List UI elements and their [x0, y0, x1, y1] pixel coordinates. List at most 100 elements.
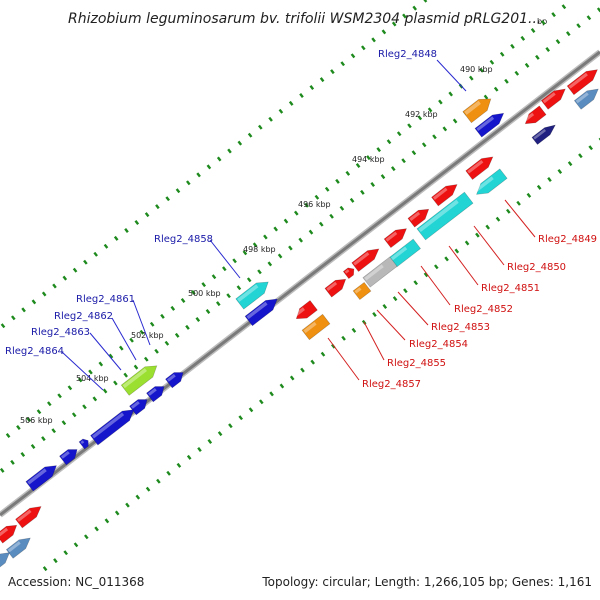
gene-label-rleg2-4855[interactable]: Rleg2_4855 [387, 358, 446, 369]
gene-label-rleg2-4849[interactable]: Rleg2_4849 [538, 234, 597, 245]
gene-label-rleg2-4857[interactable]: Rleg2_4857 [362, 379, 421, 390]
gene-feature[interactable] [540, 85, 568, 110]
gene-label-rleg2-4850[interactable]: Rleg2_4850 [507, 262, 566, 273]
gene-feature[interactable] [362, 256, 398, 288]
track-dot [442, 126, 448, 132]
track-dot [535, 54, 540, 60]
track-dot [566, 31, 571, 37]
track-dot [53, 558, 58, 564]
gene-feature[interactable] [407, 205, 432, 228]
track-dot [516, 200, 521, 206]
gene-feature[interactable] [522, 105, 547, 128]
track-dot [98, 361, 104, 367]
track-dot [164, 340, 170, 346]
track-dot [506, 208, 511, 214]
gene-feature[interactable] [301, 313, 331, 341]
gene-feature[interactable] [293, 300, 318, 324]
gene-feature[interactable] [352, 281, 372, 301]
gene-feature[interactable] [474, 109, 507, 138]
gene-feature[interactable] [78, 437, 91, 450]
gene-feature[interactable] [5, 534, 33, 559]
track-dot [578, 153, 583, 159]
gene-feature[interactable] [324, 275, 349, 298]
gene-feature[interactable] [383, 224, 410, 249]
gene-feature[interactable] [25, 461, 60, 492]
track-dot [257, 269, 262, 275]
gene-feature[interactable] [462, 93, 495, 124]
gene-label-rleg2-4861[interactable]: Rleg2_4861 [76, 294, 135, 305]
track-dot [576, 23, 581, 29]
gene-label-rleg2-4852[interactable]: Rleg2_4852 [454, 304, 513, 315]
gene-feature[interactable] [342, 265, 356, 280]
track-dots [0, 0, 600, 572]
gene-feature[interactable] [129, 395, 151, 416]
kbp-ticks: 490 kbp 492 kbp 494 kbp 496 kbp 498 kbp … [20, 65, 493, 425]
gene-feature[interactable] [465, 152, 496, 180]
gene-label-rleg2-4862[interactable]: Rleg2_4862 [54, 311, 113, 322]
gene-feature-highlight [533, 129, 546, 140]
track-dot [5, 433, 11, 438]
gene-feature[interactable] [473, 168, 508, 199]
tick-label-502: 502 kbp [131, 331, 164, 340]
track-dot [41, 436, 46, 442]
gene-feature[interactable] [431, 180, 461, 207]
gene-feature[interactable] [0, 521, 20, 544]
gene-feature[interactable] [244, 294, 281, 327]
track-dot [237, 140, 243, 146]
gene-feature[interactable] [573, 85, 600, 110]
track-dot [299, 93, 304, 98]
gene-label-rleg2-4858[interactable]: Rleg2_4858 [154, 234, 213, 245]
track-dot [125, 502, 130, 508]
track-dot [191, 290, 196, 295]
track-dot [586, 15, 592, 21]
track-dot [454, 248, 460, 254]
track-dot [319, 221, 324, 227]
gene-feature[interactable] [235, 277, 272, 310]
gene-feature[interactable] [15, 502, 45, 529]
track-dot [0, 323, 6, 329]
track-dot [479, 67, 484, 73]
gene-feature[interactable] [566, 65, 600, 96]
track-dot [360, 189, 365, 195]
gene-label-rleg2-4851[interactable]: Rleg2_4851 [481, 283, 540, 294]
track-dot [222, 266, 227, 272]
track-dot [434, 264, 439, 270]
gene-label-rleg2-4848[interactable]: Rleg2_4848 [378, 49, 437, 60]
track-dot [526, 192, 532, 198]
tick-label-498: 498 kbp [243, 245, 276, 254]
track-dot [298, 237, 303, 243]
track-dot [551, 12, 556, 18]
track-dot [207, 439, 213, 444]
gene-feature[interactable] [165, 368, 187, 389]
track-dot [499, 51, 505, 57]
gene-feature[interactable] [351, 244, 382, 272]
track-dot [370, 182, 375, 187]
track-dot [320, 351, 326, 357]
track-dot [361, 45, 366, 51]
track-dot [349, 197, 355, 203]
gene-feature[interactable] [146, 382, 168, 403]
gene-feature[interactable] [120, 361, 161, 396]
gene-label-rleg2-4863[interactable]: Rleg2_4863 [31, 327, 90, 338]
gene-feature-highlight [237, 284, 259, 302]
tick-label-494: 494 kbp [352, 155, 385, 164]
track-dot [205, 309, 211, 314]
gene-feature-highlight [568, 72, 588, 89]
track-dot [175, 188, 181, 194]
track-dot [67, 385, 73, 391]
gene-feature[interactable] [0, 548, 13, 573]
gene-feature-highlight [390, 246, 408, 261]
track-dot [520, 35, 526, 41]
gene-label-rleg2-4853[interactable]: Rleg2_4853 [431, 322, 490, 333]
gene-label-rleg2-4854[interactable]: Rleg2_4854 [409, 339, 468, 350]
gene-label-rleg2-4864[interactable]: Rleg2_4864 [5, 346, 64, 357]
track-dot [180, 298, 186, 303]
gene-feature[interactable] [59, 445, 81, 466]
gene-feature-highlight [409, 211, 421, 221]
track-dot [432, 134, 437, 140]
gene-feature[interactable] [90, 405, 138, 446]
track-dot [258, 124, 263, 130]
gene-feature[interactable] [531, 121, 558, 145]
gene-feature[interactable] [416, 191, 474, 241]
